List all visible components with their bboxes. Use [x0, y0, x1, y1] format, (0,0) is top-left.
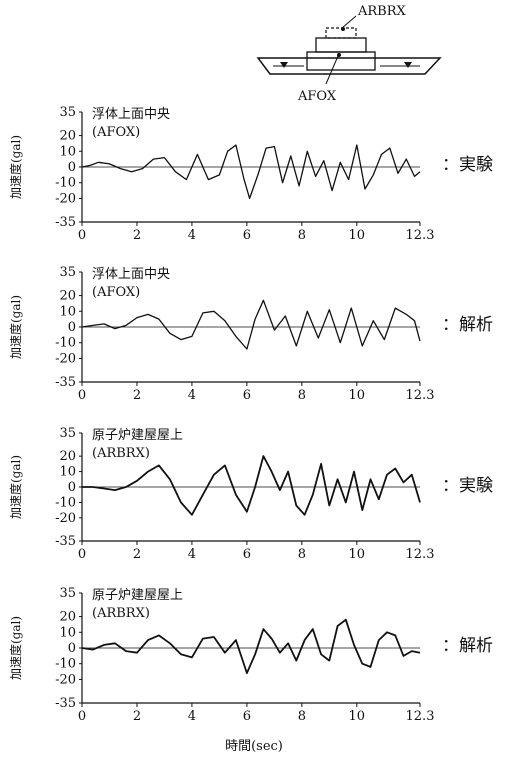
y-tick-label: -35 — [55, 215, 76, 230]
x-tick-label: 0 — [78, 709, 86, 724]
y-tick-label: 10 — [59, 465, 76, 480]
x-tick-label: 10 — [349, 709, 366, 724]
x-tick-label: 2 — [133, 547, 141, 562]
x-tick-label: 4 — [188, 228, 196, 243]
y-axis-label: 加速度(gal) — [8, 135, 23, 199]
x-tick-label: 0 — [78, 547, 86, 562]
y-tick-label: -35 — [55, 696, 76, 711]
float-hull — [256, 57, 442, 75]
x-tick-label: 2 — [133, 228, 141, 243]
y-tick-label: -20 — [55, 511, 76, 526]
y-tick-label: -10 — [55, 336, 76, 351]
side-label: ：解析 — [442, 636, 493, 656]
y-tick-label: 10 — [59, 144, 76, 159]
chart-title: 原子炉建屋屋上 — [92, 588, 183, 603]
y-tick-label: 0 — [68, 320, 76, 335]
x-tick-label: 4 — [188, 709, 196, 724]
reactor-building-upper — [325, 27, 357, 39]
y-tick-label: -20 — [55, 191, 76, 206]
arbrx-sensor-icon — [341, 27, 345, 31]
x-tick-label: 2 — [133, 709, 141, 724]
mooring-right-icon — [404, 62, 412, 68]
y-tick-label: -20 — [55, 672, 76, 687]
series-line — [81, 299, 421, 350]
side-label: ：実験 — [442, 476, 493, 496]
x-tick-label: 12.3 — [406, 547, 435, 562]
x-tick-label: 2 — [133, 388, 141, 403]
y-tick-label: -10 — [55, 495, 76, 510]
chart-subtitle: (AFOX) — [92, 125, 140, 140]
y-tick-label: -20 — [55, 351, 76, 366]
x-tick-label: 6 — [243, 547, 251, 562]
x-tick-label: 0 — [78, 228, 86, 243]
y-tick-label: -35 — [55, 375, 76, 390]
series-line — [81, 144, 421, 200]
y-tick-label: 20 — [59, 610, 76, 625]
series-line — [81, 618, 421, 674]
mooring-left-icon — [280, 62, 288, 68]
y-axis-label: 加速度(gal) — [8, 616, 23, 680]
chart-subtitle: (AFOX) — [92, 285, 140, 300]
y-tick-label: -35 — [55, 534, 76, 549]
chart-subtitle: (ARBRX) — [92, 606, 150, 621]
y-tick-label: 35 — [59, 426, 76, 441]
y-tick-label: 10 — [59, 304, 76, 319]
side-label: ：解析 — [442, 315, 493, 335]
x-tick-label: 12.3 — [406, 709, 435, 724]
x-tick-label: 0 — [78, 388, 86, 403]
x-tick-label: 6 — [243, 709, 251, 724]
diagram-label-afox: AFOX — [297, 89, 337, 104]
x-tick-label: 12.3 — [406, 228, 435, 243]
chart-subtitle: (ARBRX) — [92, 446, 150, 461]
y-tick-label: 35 — [59, 586, 76, 601]
y-tick-label: 35 — [59, 105, 76, 120]
y-tick-label: 0 — [68, 641, 76, 656]
y-tick-label: 0 — [68, 480, 76, 495]
series-line — [82, 455, 421, 516]
structure-diagram: ARBRX AFOX — [256, 4, 442, 104]
diagram-label-arbrx: ARBRX — [357, 4, 407, 19]
x-tick-label: 10 — [349, 547, 366, 562]
x-tick-label: 6 — [243, 228, 251, 243]
x-tick-label: 8 — [298, 388, 306, 403]
chart-title: 浮体上面中央 — [92, 267, 170, 282]
y-tick-label: 0 — [68, 160, 76, 175]
chart-title: 浮体上面中央 — [92, 107, 170, 122]
y-tick-label: 20 — [59, 129, 76, 144]
y-tick-label: 20 — [59, 449, 76, 464]
reactor-building-lower — [315, 37, 367, 53]
x-tick-label: 4 — [188, 388, 196, 403]
chart-title: 原子炉建屋屋上 — [92, 428, 183, 443]
x-tick-label: 10 — [349, 388, 366, 403]
x-tick-label: 6 — [243, 388, 251, 403]
afox-sensor-icon — [337, 53, 341, 57]
x-tick-label: 12.3 — [406, 388, 435, 403]
x-tick-label: 8 — [298, 547, 306, 562]
x-tick-label: 8 — [298, 228, 306, 243]
afox-leader-line — [325, 55, 339, 85]
y-axis-label: 加速度(gal) — [8, 295, 23, 359]
y-tick-label: 20 — [59, 289, 76, 304]
y-tick-label: -10 — [55, 176, 76, 191]
y-axis-label: 加速度(gal) — [8, 455, 23, 519]
side-label: ：実験 — [442, 155, 493, 175]
x-tick-label: 10 — [349, 228, 366, 243]
x-axis-label: 時間(sec) — [225, 739, 283, 754]
y-tick-label: -10 — [55, 657, 76, 672]
x-tick-label: 8 — [298, 709, 306, 724]
y-tick-label: 10 — [59, 625, 76, 640]
arbrx-leader-line — [341, 15, 357, 29]
float-base — [306, 51, 376, 71]
y-tick-label: 35 — [59, 265, 76, 280]
x-tick-label: 4 — [188, 547, 196, 562]
